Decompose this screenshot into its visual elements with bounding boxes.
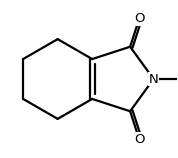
Text: O: O xyxy=(134,133,145,146)
Text: N: N xyxy=(149,73,158,85)
Text: O: O xyxy=(134,12,145,25)
